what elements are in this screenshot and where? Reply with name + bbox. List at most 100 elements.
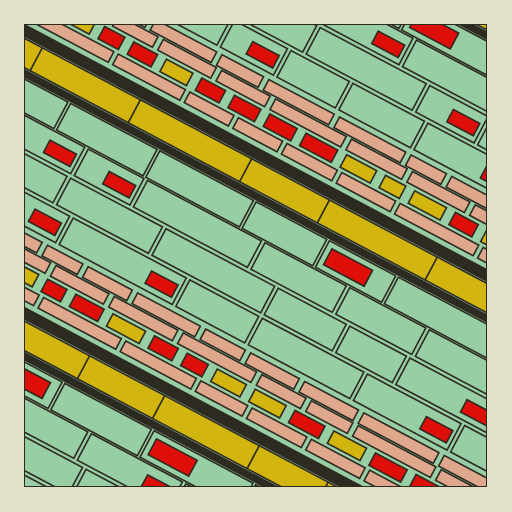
red-chip <box>39 278 69 303</box>
red-chip <box>367 451 409 484</box>
woven-band-group <box>25 25 486 486</box>
red-chip <box>68 293 106 323</box>
mint-tile <box>383 276 486 360</box>
salmon-strip <box>194 379 249 418</box>
gold-chip <box>25 261 40 288</box>
red-chip <box>96 25 126 51</box>
salmon-strip <box>445 175 486 213</box>
red-chip <box>287 409 327 440</box>
salmon-strip <box>357 411 441 465</box>
mint-tile <box>191 25 318 54</box>
mint-tile <box>449 424 486 485</box>
gold-chip <box>479 228 486 256</box>
red-tile <box>42 139 78 168</box>
gold-chip <box>377 174 407 200</box>
salmon-strip <box>25 234 52 275</box>
red-tile <box>25 359 52 400</box>
salmon-strip <box>344 138 409 181</box>
red-chip <box>408 473 446 486</box>
salmon-strip <box>304 438 367 480</box>
salmon-strip <box>362 469 437 486</box>
gold-chip <box>209 368 248 398</box>
salmon-strip <box>297 380 360 422</box>
mint-tile <box>25 68 69 130</box>
gold-chip <box>158 58 195 87</box>
mint-tile <box>337 82 426 149</box>
mint-tile <box>25 372 89 460</box>
dark-band <box>25 25 486 486</box>
mint-tile <box>25 418 84 486</box>
gold-chip <box>105 312 147 345</box>
mint-tile <box>174 278 260 344</box>
mint-tile <box>247 317 365 400</box>
red-tile <box>245 40 281 70</box>
mint-tile <box>334 286 427 356</box>
salmon-strip <box>245 406 308 449</box>
salmon-strip <box>198 327 247 362</box>
mint-tile <box>414 328 486 398</box>
mint-tile <box>249 241 348 314</box>
red-chip <box>226 94 263 123</box>
mint-tile <box>132 179 263 269</box>
mint-tile <box>150 227 276 314</box>
salmon-strip <box>119 339 198 391</box>
red-chip <box>126 40 159 68</box>
mint-tile <box>305 26 428 112</box>
gold-chip <box>326 429 368 462</box>
mint-tile <box>412 122 486 201</box>
salmon-strip <box>214 69 272 108</box>
salmon-strip <box>36 296 123 351</box>
red-tile <box>459 398 486 428</box>
salmon-strip <box>111 52 187 102</box>
red-tile <box>408 25 460 51</box>
salmon-strip <box>476 246 486 283</box>
red-tile <box>418 415 454 445</box>
mint-tile <box>401 39 486 119</box>
artwork-frame <box>24 24 487 487</box>
salmon-strip <box>25 207 44 255</box>
mint-tile <box>334 325 408 384</box>
salmon-strip <box>25 265 41 307</box>
red-tile <box>101 170 137 199</box>
mint-tile <box>144 149 255 228</box>
red-tile <box>445 108 481 137</box>
salmon-strip <box>130 291 202 338</box>
salmon-strip <box>81 265 134 302</box>
pattern-layer <box>25 25 486 486</box>
salmon-strip <box>111 25 160 49</box>
salmon-strip <box>32 25 115 64</box>
mint-tile <box>275 49 351 110</box>
mint-tile <box>55 102 159 177</box>
salmon-strip <box>176 331 258 384</box>
mint-tile <box>240 200 328 267</box>
salmon-strip <box>332 115 407 164</box>
mint-tile <box>76 432 184 486</box>
mint-tile <box>263 287 348 352</box>
salmon-strip <box>107 295 179 342</box>
red-tile <box>140 473 176 486</box>
mint-tile <box>55 177 164 255</box>
salmon-strip <box>255 373 308 410</box>
mint-tile <box>132 25 233 47</box>
salmon-strip <box>393 202 480 257</box>
red-tile <box>322 247 374 288</box>
salmon-strip <box>351 424 437 479</box>
red-tile <box>370 30 406 59</box>
red-chip <box>146 334 180 362</box>
salmon-strip <box>304 399 354 435</box>
salmon-strip <box>280 142 339 182</box>
gold-chip <box>247 388 288 420</box>
salmon-strip <box>335 171 397 213</box>
geometric-artwork <box>25 25 486 486</box>
salmon-strip <box>49 264 111 306</box>
salmon-strip <box>231 116 284 153</box>
red-tile <box>27 208 63 237</box>
salmon-strip <box>468 203 486 256</box>
red-tile <box>143 269 180 299</box>
red-chip <box>179 352 210 378</box>
mint-tile <box>25 134 69 204</box>
salmon-strip <box>215 53 265 89</box>
gold-band-segment <box>246 444 330 486</box>
red-tile <box>479 164 486 194</box>
red-chip <box>194 76 227 105</box>
